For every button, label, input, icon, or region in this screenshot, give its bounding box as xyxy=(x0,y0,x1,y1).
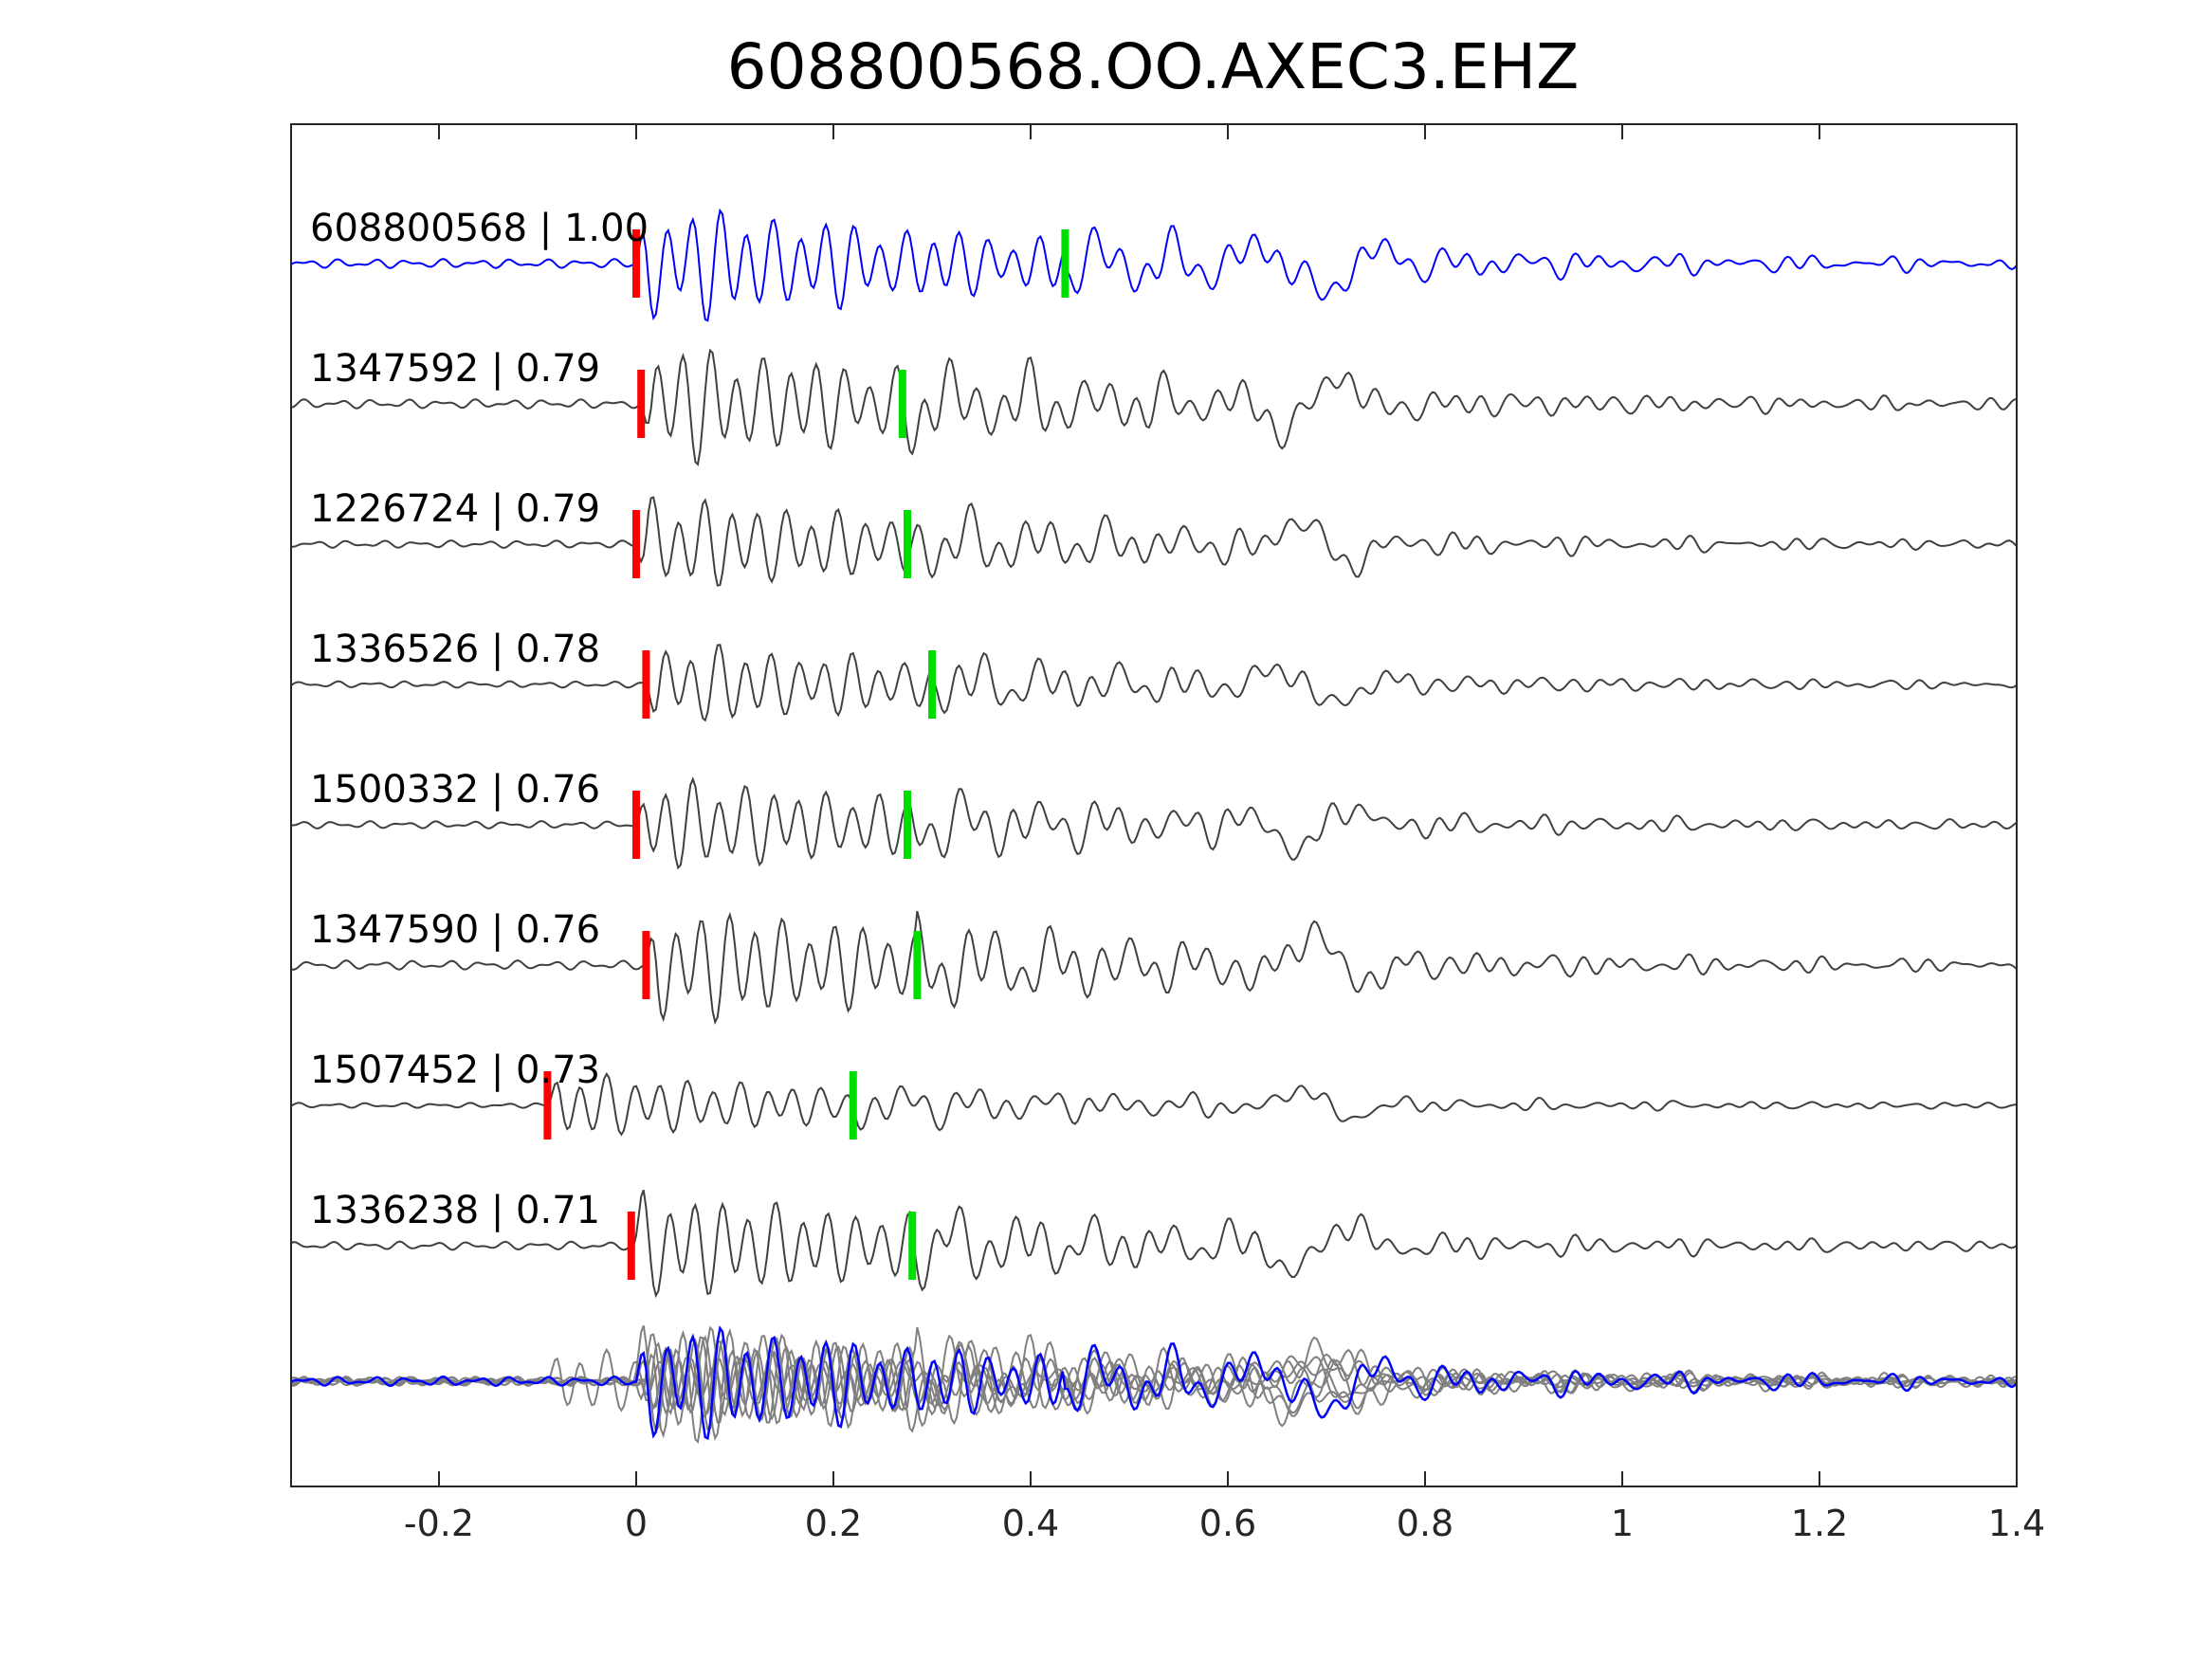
overlay-stack xyxy=(290,1324,2018,1444)
overlay-trace-1347592 xyxy=(290,1325,2018,1444)
trace-1336238 xyxy=(290,1189,2018,1299)
trace-label-1507452: 1507452 | 0.73 xyxy=(310,1048,600,1092)
x-axis: -0.2 0 0.2 0.4 0.6 0.8 1 1.2 1.4 xyxy=(404,124,2045,1544)
x-tick-label: 1 xyxy=(1611,1503,1634,1544)
plot-frame xyxy=(290,123,2018,1487)
trace-label-1336238: 1336238 | 0.71 xyxy=(310,1189,600,1232)
x-tick-label: 1.2 xyxy=(1791,1503,1848,1544)
trace-label-1226724: 1226724 | 0.79 xyxy=(310,487,600,531)
trace-608800568 xyxy=(290,208,2018,322)
x-tick-label: 0.8 xyxy=(1397,1503,1453,1544)
x-tick-label: -0.2 xyxy=(404,1503,474,1544)
trace-label-608800568: 608800568 | 1.00 xyxy=(310,207,649,250)
trace-stack xyxy=(290,208,2018,1299)
trace-1347590 xyxy=(290,910,2018,1026)
overlay-trace-608800568 xyxy=(290,1325,2018,1441)
trace-1500332 xyxy=(291,776,2018,870)
trace-label-1500332: 1500332 | 0.76 xyxy=(310,768,600,811)
trace-1226724 xyxy=(291,496,2018,587)
pick-markers xyxy=(543,229,1069,1280)
trace-label-1336526: 1336526 | 0.78 xyxy=(310,628,600,671)
x-tick-label: 0.4 xyxy=(1002,1503,1059,1544)
trace-1507452 xyxy=(290,1071,2018,1137)
trace-label-1347592: 1347592 | 0.79 xyxy=(310,347,600,391)
x-tick-label: 1.4 xyxy=(1988,1503,2045,1544)
trace-label-1347590: 1347590 | 0.76 xyxy=(310,908,600,952)
trace-labels: 608800568 | 1.00 1347592 | 0.79 1226724 | … xyxy=(310,207,649,1232)
x-tick-label: 0.6 xyxy=(1199,1503,1256,1544)
chart-title: 608800568.OO.AXEC3.EHZ xyxy=(727,30,1580,103)
trace-1347592 xyxy=(290,348,2018,466)
trace-1336526 xyxy=(290,644,2018,722)
x-tick-label: 0.2 xyxy=(805,1503,862,1544)
x-tick-label: 0 xyxy=(625,1503,648,1544)
